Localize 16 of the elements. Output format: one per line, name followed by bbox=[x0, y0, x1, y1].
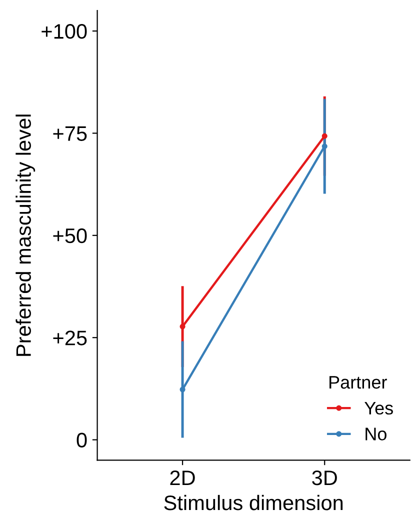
point bbox=[180, 386, 186, 392]
y-axis-title: Preferred masculinity level bbox=[16, 114, 36, 356]
y-tick-label: +25 bbox=[53, 330, 87, 346]
point bbox=[180, 324, 186, 330]
y-tick-label: 0 bbox=[76, 432, 87, 448]
x-tick-label: 2D bbox=[170, 470, 195, 486]
y-tick-label: +75 bbox=[53, 126, 87, 141]
y-tick-label: +50 bbox=[53, 228, 87, 244]
y-tick-label: +100 bbox=[42, 24, 87, 39]
point bbox=[322, 133, 328, 139]
x-axis-title: Stimulus dimension bbox=[164, 494, 343, 510]
legend-label: Yes bbox=[364, 402, 393, 415]
x-tick-label: 3D bbox=[312, 470, 337, 486]
legend-title: Partner bbox=[330, 376, 387, 389]
legend-label: No bbox=[366, 428, 386, 440]
point bbox=[322, 144, 328, 150]
